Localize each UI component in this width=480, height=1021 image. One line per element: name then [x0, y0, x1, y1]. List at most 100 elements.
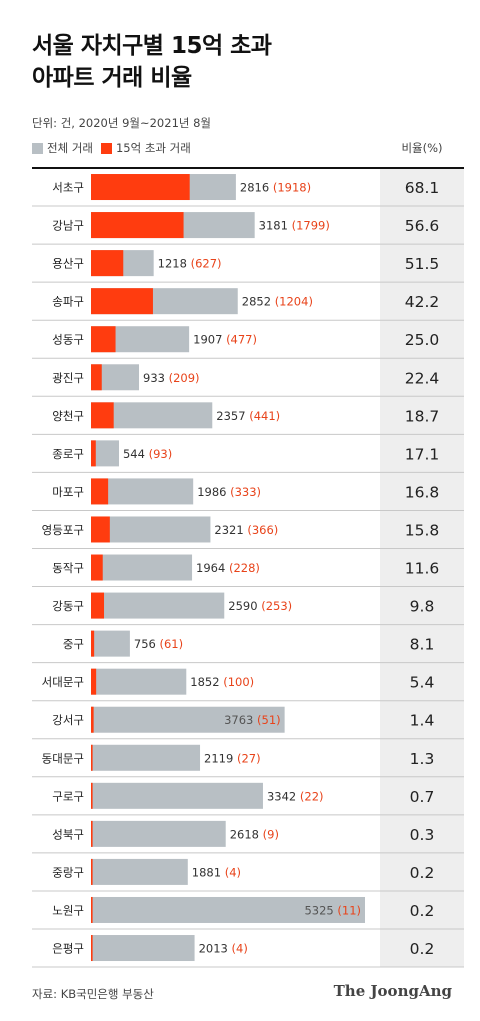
ratio-value: 1.4: [410, 712, 435, 730]
brand-logo: The JoongAng: [333, 982, 452, 1000]
data-label: 1218 (627): [158, 257, 222, 271]
legend-label-over: 15억 초과 거래: [115, 141, 191, 155]
bar-total: [91, 782, 263, 809]
data-label: 1964 (228): [196, 561, 260, 575]
data-label-total: 1964: [196, 561, 229, 575]
data-label-total: 1907: [193, 333, 226, 347]
ratio-value: 17.1: [405, 445, 440, 463]
bar-total: [91, 744, 201, 771]
data-label: 2321 (366): [214, 523, 278, 537]
data-label-total: 5325: [304, 903, 337, 917]
data-label: 544 (93): [123, 447, 172, 461]
data-label-total: 1986: [197, 485, 230, 499]
data-label-over: (627): [191, 257, 222, 271]
data-label: 2816 (1918): [240, 181, 311, 195]
data-label-over: (366): [247, 523, 278, 537]
category-label: 동대문구: [42, 751, 84, 765]
bar-over-15: [91, 782, 93, 809]
bar-total: [91, 706, 285, 733]
data-label-total: 2357: [216, 409, 249, 423]
bar-over-15: [91, 364, 102, 391]
data-label: 2618 (9): [230, 827, 279, 841]
category-label: 강서구: [52, 713, 84, 727]
ratio-value: 0.2: [410, 864, 435, 882]
data-label-total: 933: [143, 371, 169, 385]
ratio-value: 18.7: [405, 407, 440, 425]
data-label: 1986 (333): [197, 485, 261, 499]
category-label: 은평구: [52, 942, 84, 956]
data-label-over: (477): [226, 333, 257, 347]
legend-label-total: 전체 거래: [47, 141, 93, 155]
bar-total: [91, 935, 195, 962]
category-label: 강남구: [52, 219, 84, 233]
data-label-over: (441): [249, 409, 280, 423]
category-label: 성북구: [52, 827, 84, 841]
data-label-total: 2119: [204, 751, 237, 765]
category-label: 중랑구: [52, 865, 84, 879]
data-label-total: 2816: [240, 181, 273, 195]
bar-over-15: [91, 326, 116, 353]
data-label-total: 2013: [199, 942, 232, 956]
category-label: 성동구: [52, 333, 84, 347]
legend-swatch-total: [32, 142, 43, 154]
category-label: 양천구: [52, 409, 84, 423]
data-label: 1907 (477): [193, 333, 257, 347]
category-label: 마포구: [52, 485, 84, 499]
bar-over-15: [91, 478, 109, 505]
ratio-value: 22.4: [405, 369, 440, 387]
data-label-over: (1918): [273, 181, 311, 195]
bar-over-15: [91, 440, 96, 467]
bar-over-15: [91, 592, 105, 619]
bar-over-15: [91, 896, 93, 923]
data-label-total: 2590: [228, 599, 261, 613]
bar-total: [91, 858, 188, 885]
ratio-column-header: 비율(%): [401, 141, 443, 155]
bar-total: [91, 516, 211, 543]
data-label-over: (11): [337, 903, 361, 917]
bar-total: [91, 554, 193, 581]
legend-swatch-over: [100, 142, 112, 154]
data-label-total: 1218: [158, 257, 191, 271]
data-label-total: 2852: [242, 295, 275, 309]
data-label-over: (333): [230, 485, 261, 499]
data-label-over: (209): [169, 371, 200, 385]
bar-over-15: [91, 820, 93, 847]
legend: 전체 거래 15억 초과 거래: [32, 140, 199, 156]
bar-total: [91, 630, 130, 657]
bar-total: [91, 592, 225, 619]
chart-title: 서울 자치구별 15억 초과 아파트 거래 비율: [32, 30, 272, 94]
ratio-value: 0.3: [410, 826, 435, 844]
data-label-total: 1852: [190, 675, 223, 689]
bar-over-15: [91, 174, 190, 201]
source-note: 자료: KB국민은행 부동산: [32, 987, 154, 1001]
bar-over-15: [91, 744, 93, 771]
category-label: 용산구: [52, 257, 84, 271]
category-label: 동작구: [52, 561, 84, 575]
data-label-total: 544: [123, 447, 149, 461]
title-line-2: 아파트 거래 비율: [32, 65, 192, 91]
legend-item-over: 15억 초과 거래: [100, 140, 191, 156]
category-label: 서초구: [52, 181, 84, 195]
ratio-value: 1.3: [410, 750, 435, 768]
ratio-value: 51.5: [405, 255, 440, 273]
data-label-over: (27): [237, 751, 261, 765]
data-label-over: (1204): [275, 295, 313, 309]
data-label-total: 2618: [230, 827, 263, 841]
bar-total: [91, 820, 226, 847]
data-label-over: (4): [232, 942, 248, 956]
data-label-over: (253): [261, 599, 292, 613]
data-label-over: (61): [160, 637, 184, 651]
bar-over-15: [91, 935, 93, 962]
category-label: 송파구: [52, 295, 84, 309]
ratio-value: 11.6: [405, 560, 440, 578]
bar-over-15: [91, 706, 94, 733]
data-label: 5325 (11): [304, 903, 361, 917]
category-label: 서대문구: [42, 675, 84, 689]
ratio-value: 25.0: [405, 331, 440, 349]
unit-subtitle: 단위: 건, 2020년 9월~2021년 8월: [32, 116, 212, 130]
data-label-over: (51): [257, 713, 281, 727]
bar-over-15: [91, 250, 124, 277]
data-label: 756 (61): [134, 637, 183, 651]
ratio-value: 16.8: [405, 483, 440, 501]
